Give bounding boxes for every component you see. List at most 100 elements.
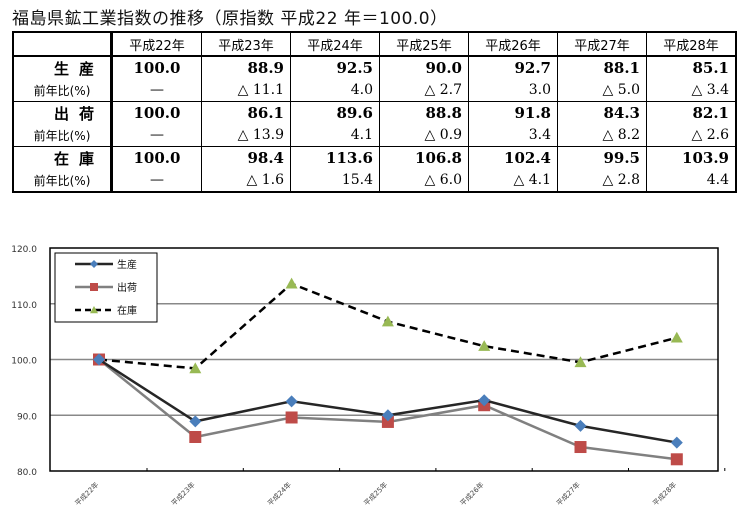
yoy-value: 4.0 <box>290 79 380 102</box>
data-point-diamond <box>670 436 683 449</box>
index-table: 平成22年 平成23年 平成24年 平成25年 平成26年 平成27年 平成28… <box>12 31 737 193</box>
x-tick-label: 平成25年 <box>362 480 390 508</box>
yoy-value: — <box>111 79 202 102</box>
yoy-label: 前年比(%) <box>12 124 113 147</box>
plot-frame <box>49 247 719 472</box>
index-value: 103.9 <box>646 146 737 169</box>
row-label: 出荷 <box>12 101 113 124</box>
index-value: 100.0 <box>111 146 202 169</box>
index-value: 102.4 <box>468 146 558 169</box>
yoy-value: △ 13.9 <box>201 124 291 147</box>
col-header: 平成27年 <box>557 31 647 57</box>
legend-label: 出荷 <box>117 281 137 294</box>
index-value: 88.1 <box>557 55 647 79</box>
table-row-2: 在庫 100.0 98.4 113.6 106.8 102.4 99.5 103.9 <box>12 146 737 169</box>
table-row-1: 出荷 100.0 86.1 89.6 88.8 91.8 84.3 82.1 <box>12 101 737 124</box>
data-point-triangle <box>478 340 491 351</box>
index-value: 86.1 <box>201 101 291 124</box>
data-point-triangle <box>285 277 298 289</box>
index-value: 84.3 <box>557 101 647 124</box>
yoy-value: △ 6.0 <box>379 169 469 193</box>
table-header-row: 平成22年 平成23年 平成24年 平成25年 平成26年 平成27年 平成28… <box>12 31 737 57</box>
index-value: 85.1 <box>646 55 737 79</box>
yoy-value: △ 2.8 <box>557 169 647 193</box>
yoy-value: △ 11.1 <box>201 79 291 102</box>
y-tick-label: 90.0 <box>17 412 37 422</box>
data-point-diamond <box>90 260 98 268</box>
yoy-value: △ 8.2 <box>557 124 647 147</box>
y-tick-label: 120.0 <box>11 245 37 255</box>
x-tick-label: 平成22年 <box>73 480 101 508</box>
yoy-value: △ 4.1 <box>468 169 558 193</box>
data-point-triangle <box>381 315 394 327</box>
yoy-value: 4.4 <box>646 169 737 193</box>
yoy-value: △ 1.6 <box>201 169 291 193</box>
legend-label: 生産 <box>117 258 137 271</box>
col-header: 平成28年 <box>646 31 737 57</box>
index-value: 99.5 <box>557 146 647 169</box>
data-point-square <box>285 411 298 424</box>
index-value: 88.8 <box>379 101 469 124</box>
data-point-square <box>189 430 202 443</box>
col-header: 平成26年 <box>468 31 558 57</box>
y-tick-label: 100.0 <box>11 357 37 367</box>
data-point-diamond <box>189 415 202 428</box>
yoy-value: △ 5.0 <box>557 79 647 102</box>
index-value: 91.8 <box>468 101 558 124</box>
data-point-diamond <box>93 353 105 366</box>
index-value: 92.7 <box>468 55 558 79</box>
data-point-triangle <box>574 356 587 368</box>
yoy-value: △ 2.7 <box>379 79 469 102</box>
yoy-value: △ 0.9 <box>379 124 469 147</box>
x-tick-label: 平成27年 <box>554 480 582 508</box>
table-subrow-0: 前年比(%) — △ 11.1 4.0 △ 2.7 3.0 △ 5.0 △ 3.4 <box>12 79 737 102</box>
col-header: 平成24年 <box>290 31 380 57</box>
col-header: 平成22年 <box>111 31 202 57</box>
yoy-value: 15.4 <box>290 169 380 193</box>
table-subrow-1: 前年比(%) — △ 13.9 4.1 △ 0.9 3.4 △ 8.2 △ 2.6 <box>12 124 737 147</box>
data-point-square <box>381 415 394 428</box>
y-tick-label: 110.0 <box>11 301 37 311</box>
legend-label: 在庫 <box>117 304 137 317</box>
data-point-diamond <box>478 394 491 407</box>
yoy-value: 4.1 <box>290 124 380 147</box>
data-point-diamond <box>381 409 394 422</box>
line-chart: 80.0 90.0 100.0 110.0 120.0 平成22年 平成23年 平成24年 平成… <box>11 245 726 508</box>
index-value: 100.0 <box>111 55 202 79</box>
index-value: 92.5 <box>290 55 380 79</box>
table-subrow-2: 前年比(%) — △ 1.6 15.4 △ 6.0 △ 4.1 △ 2.8 4.4 <box>12 169 737 193</box>
yoy-label: 前年比(%) <box>12 169 113 193</box>
x-tick-label: 平成28年 <box>651 480 679 508</box>
x-tick-label: 平成26年 <box>458 480 486 508</box>
index-value: 89.6 <box>290 101 380 124</box>
data-point-triangle <box>670 331 683 343</box>
page-title: 福島県鉱工業指数の推移（原指数 平成22 年＝100.0） <box>12 9 448 29</box>
y-tick-label: 80.0 <box>17 468 37 478</box>
header-corner <box>12 31 113 57</box>
data-point-triangle <box>90 306 98 314</box>
data-point-diamond <box>285 395 298 408</box>
yoy-value: — <box>111 124 202 147</box>
col-header: 平成25年 <box>379 31 469 57</box>
index-value: 88.9 <box>201 55 291 79</box>
yoy-value: △ 2.6 <box>646 124 737 147</box>
index-value: 90.0 <box>379 55 469 79</box>
index-value: 106.8 <box>379 146 469 169</box>
yoy-value: 3.4 <box>468 124 558 147</box>
index-value: 98.4 <box>201 146 291 169</box>
data-point-square <box>90 283 98 291</box>
yoy-value: △ 3.4 <box>646 79 737 102</box>
yoy-label: 前年比(%) <box>12 79 113 102</box>
yoy-value: 3.0 <box>468 79 558 102</box>
row-label: 在庫 <box>12 146 113 169</box>
data-point-diamond <box>574 419 587 432</box>
index-value: 113.6 <box>290 146 380 169</box>
data-point-triangle <box>189 362 202 374</box>
series-0 <box>93 353 683 449</box>
index-value: 82.1 <box>646 101 737 124</box>
data-point-square <box>574 441 587 454</box>
table-row-0: 生産 100.0 88.9 92.5 90.0 92.7 88.1 85.1 <box>12 55 737 79</box>
yoy-value: — <box>111 169 202 193</box>
col-header: 平成23年 <box>201 31 291 57</box>
